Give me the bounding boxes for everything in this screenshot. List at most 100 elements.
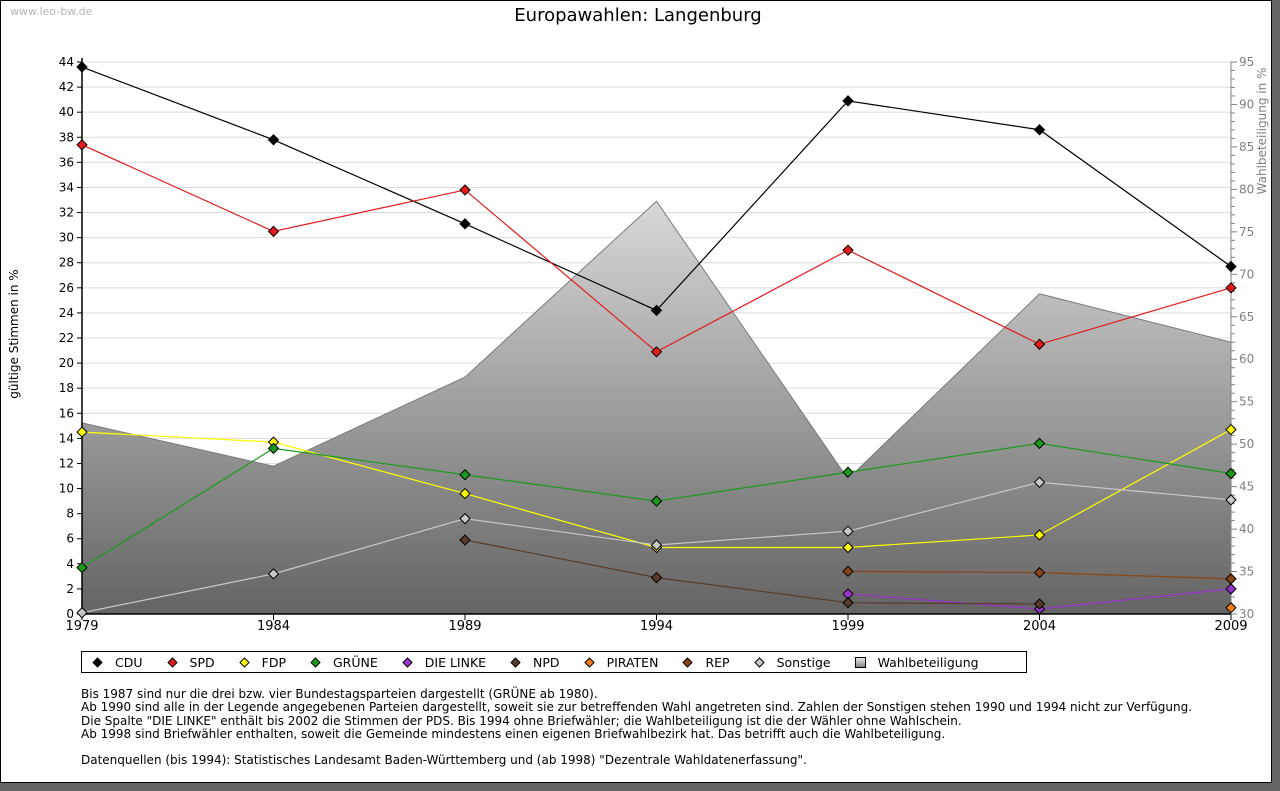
y-tick-label: 22 bbox=[59, 331, 74, 345]
y-tick-label: 40 bbox=[59, 105, 74, 119]
legend-diamond-icon bbox=[753, 656, 765, 668]
data-point-gruene bbox=[842, 466, 854, 478]
legend-diamond-icon bbox=[92, 656, 103, 668]
legend-item: SPD bbox=[166, 654, 215, 670]
x-tick-label: 1994 bbox=[640, 619, 673, 634]
data-point-piraten bbox=[1225, 602, 1237, 614]
data-point-fdp bbox=[842, 541, 854, 554]
data-point-cdu bbox=[1033, 124, 1046, 136]
legend-item: REP bbox=[682, 654, 730, 670]
y2-tick-label: 45 bbox=[1239, 480, 1254, 494]
note-line: Ab 1990 sind alle in der Legende angegeb… bbox=[81, 700, 1193, 715]
y-tick-label: 4 bbox=[66, 557, 74, 571]
data-point-fdp bbox=[1225, 423, 1237, 436]
data-point-gruene bbox=[267, 442, 280, 455]
turnout-area-fill bbox=[82, 201, 1231, 614]
data-point-sonstige bbox=[1033, 476, 1046, 488]
y-tick-label: 30 bbox=[59, 231, 74, 245]
watermark: www.leo-bw.de bbox=[10, 5, 93, 18]
y-tick-label: 2 bbox=[66, 582, 74, 596]
x-tick-label: 1979 bbox=[65, 619, 98, 634]
y2-tick-label: 90 bbox=[1239, 97, 1254, 111]
legend-diamond-icon bbox=[238, 656, 250, 668]
y2-tick-label: 75 bbox=[1239, 225, 1254, 239]
data-point-spd bbox=[267, 225, 280, 238]
y-tick-label: 36 bbox=[59, 155, 74, 169]
turnout-area-outline bbox=[81, 200, 1232, 480]
legend-square-icon bbox=[854, 656, 866, 668]
data-point-sonstige bbox=[267, 568, 280, 580]
data-point-gruene bbox=[459, 469, 471, 481]
y-tick-label: 34 bbox=[59, 180, 74, 194]
legend-label: SPD bbox=[189, 654, 215, 670]
y2-tick-label: 70 bbox=[1239, 267, 1254, 281]
data-point-spd bbox=[1225, 282, 1237, 294]
y2-tick-label: 95 bbox=[1239, 55, 1254, 69]
y2-tick-label: 40 bbox=[1239, 522, 1254, 536]
y-axis-label: gültige Stimmen in % bbox=[7, 269, 21, 398]
legend-diamond-icon bbox=[583, 656, 595, 668]
data-point-sonstige bbox=[459, 512, 471, 525]
data-point-gruene bbox=[650, 495, 663, 507]
y2-tick-label: 85 bbox=[1239, 140, 1254, 154]
data-point-sonstige bbox=[842, 525, 854, 537]
y2-tick-label: 35 bbox=[1239, 565, 1254, 579]
data-point-npd bbox=[842, 597, 854, 609]
data-point-spd bbox=[76, 139, 88, 151]
legend-label: CDU bbox=[115, 654, 143, 670]
data-point-cdu bbox=[842, 95, 854, 107]
y-tick-label: 26 bbox=[59, 281, 74, 295]
note-line: Bis 1987 sind nur die drei bzw. vier Bun… bbox=[81, 687, 598, 701]
legend-label: DIE LINKE bbox=[424, 654, 487, 670]
y2-tick-label: 55 bbox=[1239, 395, 1254, 409]
y-tick-label: 0 bbox=[66, 607, 74, 621]
y-tick-label: 20 bbox=[59, 356, 74, 370]
y-tick-label: 42 bbox=[59, 80, 74, 94]
legend-diamond-icon bbox=[510, 656, 521, 668]
data-point-cdu bbox=[650, 304, 663, 317]
data-point-rep bbox=[1033, 566, 1046, 579]
data-point-die-linke bbox=[1225, 583, 1237, 595]
legend-item: FDP bbox=[238, 654, 286, 670]
data-point-gruene bbox=[1225, 467, 1237, 480]
legend-item: Wahlbeteiligung bbox=[854, 654, 979, 670]
legend-label: FDP bbox=[261, 654, 286, 670]
chart-title: Europawahlen: Langenburg bbox=[514, 5, 762, 26]
chart-svg: 0246810121416182022242628303234363840424… bbox=[7, 55, 1269, 634]
legend-item: Sonstige bbox=[753, 654, 831, 670]
legend-label: Wahlbeteiligung bbox=[877, 654, 979, 670]
y-tick-label: 14 bbox=[59, 431, 74, 445]
y-tick-label: 10 bbox=[59, 482, 74, 496]
legend: CDU SPD FDP GRÜNE DIE LINKE NPD PIRATEN REP Sons… bbox=[81, 651, 1027, 673]
data-point-spd bbox=[459, 184, 471, 196]
data-point-spd bbox=[650, 346, 663, 358]
data-point-npd bbox=[1033, 598, 1046, 610]
legend-label: REP bbox=[705, 654, 730, 670]
y2-tick-label: 50 bbox=[1239, 437, 1254, 451]
data-point-npd bbox=[459, 534, 471, 546]
data-point-fdp bbox=[76, 426, 88, 438]
y-tick-label: 44 bbox=[59, 55, 74, 69]
note-line: Datenquellen (bis 1994): Statistisches L… bbox=[81, 753, 807, 768]
series-line-npd bbox=[464, 539, 1040, 605]
data-point-fdp bbox=[1033, 529, 1046, 541]
data-point-cdu bbox=[76, 61, 88, 73]
y2-axis-label: Wahlbeteiligung in % bbox=[1255, 68, 1269, 195]
data-point-sonstige bbox=[1225, 494, 1237, 506]
note-line: Ab 1998 sind Briefwähler enthalten, sowe… bbox=[81, 726, 946, 741]
data-point-cdu bbox=[1225, 260, 1237, 273]
data-point-sonstige bbox=[76, 607, 88, 619]
data-point-rep bbox=[1225, 573, 1237, 585]
legend-diamond-icon bbox=[166, 656, 178, 668]
data-point-sonstige bbox=[650, 539, 663, 551]
data-point-spd bbox=[1033, 338, 1046, 350]
y-tick-label: 6 bbox=[66, 532, 74, 546]
data-point-cdu bbox=[459, 218, 471, 230]
x-tick-label: 1989 bbox=[448, 619, 481, 634]
legend-label: Sonstige bbox=[776, 654, 831, 670]
x-tick-label: 1984 bbox=[257, 619, 290, 634]
data-point-fdp bbox=[459, 487, 471, 500]
legend-label: GRÜNE bbox=[332, 654, 378, 670]
data-point-spd bbox=[842, 244, 854, 256]
y-tick-label: 28 bbox=[59, 256, 74, 270]
